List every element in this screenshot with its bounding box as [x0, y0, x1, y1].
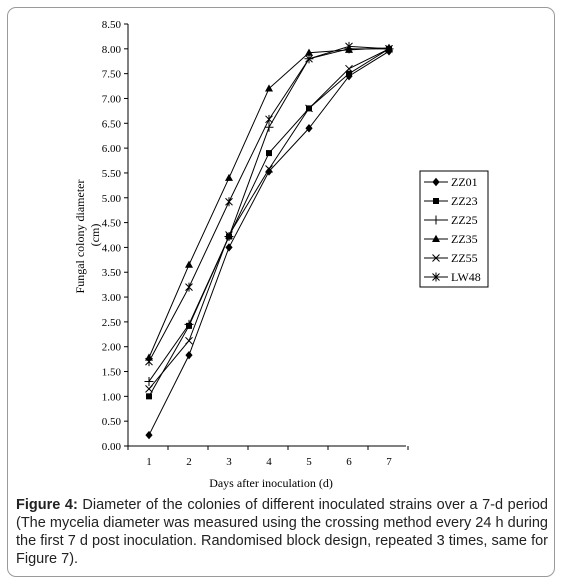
line-chart: 0.00 0.50 1.00 1.50 2.00 2.50 3.00 3.50 4.00 4.50…	[73, 19, 489, 490]
x-tick-label: 5	[306, 456, 312, 468]
series-zz01	[145, 47, 393, 440]
data-point	[346, 70, 352, 77]
data-point	[265, 167, 273, 176]
legend-label: ZZ23	[451, 194, 478, 208]
data-point	[185, 350, 193, 360]
legend-label: ZZ35	[451, 232, 478, 246]
legend-marker	[432, 177, 440, 187]
y-tick-label: 2.50	[102, 317, 122, 329]
legend-label: ZZ01	[451, 175, 478, 189]
chart-axes	[124, 23, 409, 450]
data-point	[345, 64, 353, 73]
series-line	[148, 48, 390, 397]
legend-item: LW48	[424, 270, 481, 284]
y-tick-label: 0.50	[102, 416, 122, 428]
x-tick-label: 6	[346, 456, 352, 468]
legend-label: ZZ25	[451, 213, 478, 227]
series-zz25	[144, 44, 394, 386]
data-point	[265, 165, 273, 173]
data-point	[225, 197, 233, 207]
y-tick-label: 2.00	[102, 342, 122, 354]
data-point	[185, 336, 193, 345]
data-point	[385, 44, 393, 54]
legend-marker	[432, 272, 440, 282]
y-tick-label: 0.00	[102, 441, 122, 453]
y-tick-label: 4.00	[102, 242, 122, 254]
x-tick-label: 3	[226, 456, 232, 468]
data-point	[225, 173, 233, 181]
y-tick-label: 6.00	[102, 143, 122, 155]
figure-caption: Figure 4: Diameter of the colonies of di…	[16, 496, 548, 568]
data-point	[184, 319, 194, 329]
series-line	[148, 48, 389, 382]
series-zz35	[145, 43, 393, 361]
legend-item: ZZ55	[424, 251, 478, 265]
series-line	[148, 50, 390, 436]
legend-marker	[432, 234, 440, 242]
y-tick-label: 5.00	[102, 193, 122, 205]
data-point	[305, 124, 313, 133]
data-point	[185, 282, 193, 292]
chart-series	[144, 41, 394, 440]
caption-label: Figure 4:	[16, 497, 78, 513]
series-line	[148, 47, 390, 358]
data-point	[225, 243, 233, 252]
data-point	[265, 84, 273, 92]
y-tick-label: 8.50	[102, 19, 122, 31]
y-tick-label: 7.50	[102, 69, 122, 81]
series-line	[148, 45, 390, 362]
y-axis-label-line-2: (cm)	[88, 224, 102, 247]
data-point	[225, 231, 233, 239]
data-point	[264, 122, 274, 132]
x-axis-label: Days after inoculation (d)	[209, 476, 333, 490]
data-point	[345, 41, 353, 51]
data-point	[185, 260, 193, 268]
legend-label: ZZ55	[451, 251, 478, 265]
y-tick-label: 6.50	[102, 118, 122, 130]
caption-text: Diameter of the colonies of different in…	[16, 497, 548, 567]
legend-marker	[432, 254, 440, 262]
series-zz55	[145, 44, 393, 393]
data-point	[266, 150, 272, 157]
y-tick-label: 3.50	[102, 267, 122, 279]
data-point	[265, 114, 273, 124]
y-tick-label: 1.00	[102, 391, 122, 403]
legend-item: ZZ25	[424, 213, 478, 227]
data-point	[145, 357, 153, 367]
data-point	[146, 393, 152, 400]
x-tick-label: 2	[186, 456, 192, 468]
y-tick-label: 1.50	[102, 367, 122, 379]
series-line	[148, 48, 390, 390]
data-point	[305, 104, 313, 113]
y-tick-label: 4.50	[102, 218, 122, 230]
data-point	[144, 376, 154, 386]
y-tick-label: 5.50	[102, 168, 122, 180]
y-axis-label-line-1: Fungal colony diameter	[73, 180, 87, 294]
series-lw48	[145, 41, 393, 367]
data-point	[305, 48, 313, 56]
x-tick-label: 1	[146, 456, 152, 468]
series-zz23	[146, 45, 392, 400]
y-tick-label: 8.00	[102, 44, 122, 56]
data-point	[145, 385, 153, 393]
data-point	[224, 231, 234, 241]
legend-marker	[433, 198, 439, 204]
legend-item: ZZ01	[424, 175, 478, 189]
chart-legend: ZZ01 ZZ23 ZZ25 ZZ35 ZZ55 LW48	[419, 170, 489, 288]
y-tick-label: 3.00	[102, 292, 122, 304]
data-point	[145, 430, 153, 440]
y-tick-label: 7.00	[102, 93, 122, 105]
data-point	[305, 54, 313, 64]
legend-label: LW48	[451, 270, 481, 284]
legend-item: ZZ35	[424, 232, 478, 246]
legend-box	[419, 170, 489, 288]
x-tick-label: 7	[386, 456, 392, 468]
y-axis-label: Fungal colony diameter (cm)	[73, 177, 102, 294]
x-tick-label: 4	[266, 456, 272, 468]
legend-item: ZZ23	[424, 194, 478, 208]
tick-labels: 0.00 0.50 1.00 1.50 2.00 2.50 3.00 3.50 4.00 4.50…	[102, 19, 393, 468]
legend-marker	[431, 215, 441, 225]
